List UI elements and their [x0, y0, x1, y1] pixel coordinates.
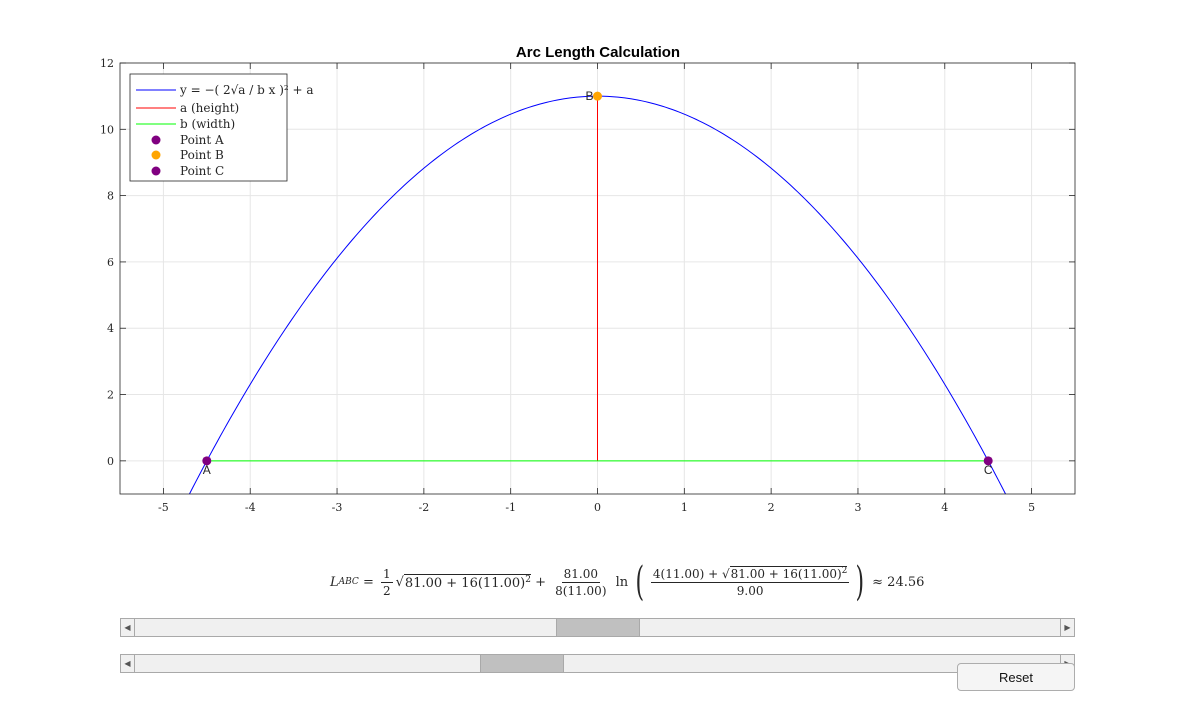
formula-fraction: 81.00 8(11.00)	[555, 566, 607, 598]
formula-sqrt-1: 81.00 + 16(11.00)2	[403, 573, 531, 591]
formula-lhs-sub: ABC	[338, 577, 359, 587]
formula-lhs: L	[330, 574, 339, 590]
legend-point-a: Point A	[180, 133, 224, 147]
reset-button[interactable]: Reset	[957, 663, 1075, 691]
y-tick-label: 10	[100, 123, 114, 136]
x-tick-label: 5	[1028, 501, 1035, 514]
height-slider[interactable]: ◀ ▶	[120, 618, 1075, 637]
x-tick-label: 2	[768, 501, 775, 514]
legend-marker-point-a	[151, 135, 161, 145]
plot-area: A B C	[189, 89, 1006, 495]
legend-marker-point-b	[151, 150, 161, 160]
height-slider-right-arrow-icon[interactable]: ▶	[1060, 619, 1074, 636]
y-tick-label: 8	[107, 190, 114, 203]
y-tick-label: 0	[107, 455, 114, 468]
x-tick-label: -2	[419, 501, 430, 514]
formula-log-arg: 4(11.00) + √81.00 + 16(11.00)2 9.00	[650, 566, 850, 598]
legend-width: b (width)	[180, 117, 235, 131]
legend-box	[129, 73, 288, 182]
width-slider-thumb[interactable]	[480, 655, 564, 672]
x-tick-label: -3	[332, 501, 343, 514]
legend-height: a (height)	[180, 101, 239, 115]
legend-marker-point-c	[151, 166, 161, 176]
y-tick-label: 2	[107, 389, 114, 402]
point-b-label: B	[585, 89, 593, 103]
x-tick-label: 0	[594, 501, 601, 514]
point-c-label: C	[984, 463, 993, 477]
x-tick-label: -5	[158, 501, 169, 514]
point-a-label: A	[203, 463, 211, 477]
height-slider-thumb[interactable]	[556, 619, 640, 636]
point-b-marker	[593, 91, 602, 101]
x-tick-label: 3	[854, 501, 861, 514]
legend-point-c: Point C	[180, 164, 224, 178]
legend-parabola-formula: y = −( 2√a / b x )² + a	[179, 83, 314, 97]
y-tick-label: 6	[107, 256, 114, 269]
height-slider-left-arrow-icon[interactable]: ◀	[121, 619, 135, 636]
width-slider-left-arrow-icon[interactable]: ◀	[121, 655, 135, 672]
y-tick-label: 12	[100, 57, 114, 70]
x-tick-label: -4	[245, 501, 256, 514]
legend-point-b: Point B	[180, 148, 224, 162]
legend: y = −( 2√a / b x )² + a a (height) b (wi…	[129, 73, 314, 182]
x-tick-label: 1	[681, 501, 688, 514]
x-tick-label: 4	[941, 501, 948, 514]
width-slider[interactable]: ◀ ▶	[120, 654, 1075, 673]
formula-result: 24.56	[887, 574, 925, 590]
point-a-marker	[202, 456, 212, 466]
chart-title: Arc Length Calculation	[516, 44, 680, 61]
point-c-marker	[983, 456, 993, 466]
x-tick-label: -1	[505, 501, 516, 514]
y-tick-label: 4	[107, 322, 114, 335]
